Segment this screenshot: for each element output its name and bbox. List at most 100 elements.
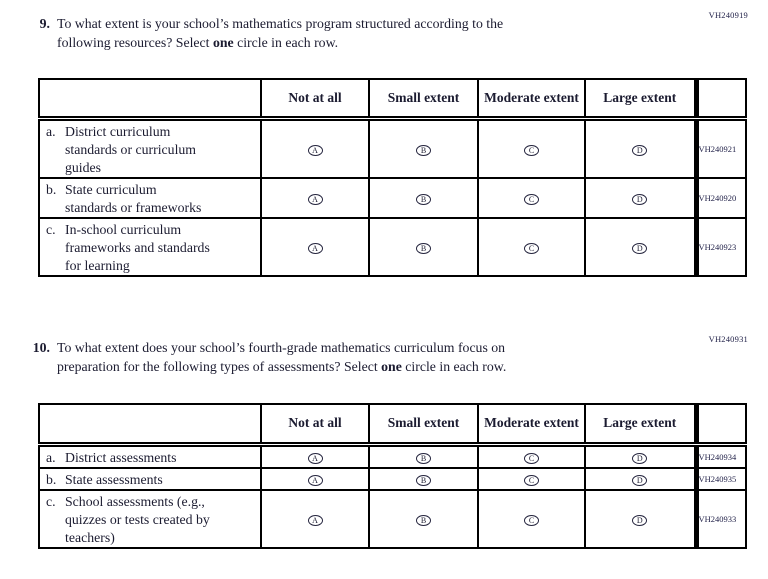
question-10-text-bold: one xyxy=(381,359,402,374)
option-cell-not-at-all: A xyxy=(260,216,370,277)
column-header-large-extent: Large extent xyxy=(584,403,697,447)
option-cell-moderate-extent: C xyxy=(477,176,586,219)
question-9-number: 9. xyxy=(39,16,50,31)
option-cell-moderate-extent: C xyxy=(477,466,586,491)
table-header-row: Not at all Small extent Moderate extent … xyxy=(38,78,747,121)
row-letter: c. xyxy=(46,493,56,509)
response-bubble-b[interactable]: B xyxy=(416,242,431,254)
question-9-text-post: circle in each row. xyxy=(233,35,339,50)
row-item-cell: a. District curriculum standards or curr… xyxy=(38,117,262,179)
column-header-small-extent: Small extent xyxy=(368,78,479,121)
option-cell-not-at-all: A xyxy=(260,117,370,179)
response-bubble-c[interactable]: C xyxy=(524,193,539,205)
column-header-large-extent: Large extent xyxy=(584,78,697,121)
option-cell-large-extent: D xyxy=(584,466,697,491)
response-bubble-a[interactable]: A xyxy=(307,242,323,254)
option-cell-moderate-extent: C xyxy=(477,216,586,277)
response-bubble-b[interactable]: B xyxy=(416,193,431,205)
option-cell-small-extent: B xyxy=(368,466,479,491)
row-letter: a. xyxy=(46,449,56,465)
table-row: b. State assessments A B C D VH240935 xyxy=(38,466,747,491)
row-item-cell: a. District assessments xyxy=(38,443,262,469)
table-row: a. District assessments A B C D VH240934 xyxy=(38,443,747,469)
row-code: VH240921 xyxy=(693,117,747,179)
row-item-cell: b. State assessments xyxy=(38,466,262,491)
response-bubble-a[interactable]: A xyxy=(307,474,323,486)
option-cell-small-extent: B xyxy=(368,488,479,549)
response-bubble-a[interactable]: A xyxy=(307,144,323,156)
item-column-header xyxy=(38,403,262,447)
question-9-text: To what extent is your school’s mathemat… xyxy=(57,16,503,50)
row-code: VH240933 xyxy=(693,488,747,549)
code-column-header xyxy=(693,403,747,447)
option-cell-not-at-all: A xyxy=(260,466,370,491)
option-cell-large-extent: D xyxy=(584,176,697,219)
response-bubble-a[interactable]: A xyxy=(307,193,323,205)
option-cell-small-extent: B xyxy=(368,117,479,179)
question-10-text-pre: To what extent does your school’s fourth… xyxy=(57,340,506,374)
option-cell-moderate-extent: C xyxy=(477,488,586,549)
row-item-cell: c. In-school curriculum frameworks and s… xyxy=(38,216,262,277)
option-cell-moderate-extent: C xyxy=(477,117,586,179)
response-bubble-d[interactable]: D xyxy=(632,452,648,464)
question-9: 9. To what extent is your school’s mathe… xyxy=(40,14,682,52)
table-header-row: Not at all Small extent Moderate extent … xyxy=(38,403,747,447)
question-10-response-table: Not at all Small extent Moderate extent … xyxy=(38,403,747,549)
response-bubble-d[interactable]: D xyxy=(632,474,648,486)
question-10-number: 10. xyxy=(32,340,50,355)
item-column-header xyxy=(38,78,262,121)
question-9-text-bold: one xyxy=(212,35,234,50)
row-letter: b. xyxy=(46,181,57,197)
table-row: b. State curriculum standards or framewo… xyxy=(38,176,747,219)
table-row: c. In-school curriculum frameworks and s… xyxy=(38,216,747,277)
row-text: State curriculum standards or frameworks xyxy=(65,181,202,215)
question-10-text-post: circle in each row. xyxy=(401,359,507,374)
question-10-text: To what extent does your school’s fourth… xyxy=(57,340,506,374)
option-cell-large-extent: D xyxy=(584,443,697,469)
row-text: District assessments xyxy=(65,449,177,465)
response-bubble-d[interactable]: D xyxy=(632,514,648,526)
row-letter: a. xyxy=(46,123,56,139)
response-bubble-b[interactable]: B xyxy=(416,514,431,526)
response-bubble-c[interactable]: C xyxy=(524,452,539,464)
row-text: In-school curriculum frameworks and stan… xyxy=(65,221,210,273)
response-bubble-a[interactable]: A xyxy=(307,452,323,464)
response-bubble-c[interactable]: C xyxy=(524,474,539,486)
column-header-not-at-all: Not at all xyxy=(260,403,370,447)
option-cell-small-extent: B xyxy=(368,176,479,219)
response-bubble-d[interactable]: D xyxy=(632,193,648,205)
response-bubble-c[interactable]: C xyxy=(524,514,539,526)
question-9-text-pre: To what extent is your school’s mathemat… xyxy=(57,16,504,50)
row-text: School assessments (e.g., quizzes or tes… xyxy=(65,493,210,545)
option-cell-large-extent: D xyxy=(584,117,697,179)
column-header-moderate-extent: Moderate extent xyxy=(477,78,586,121)
option-cell-not-at-all: A xyxy=(260,443,370,469)
response-bubble-d[interactable]: D xyxy=(632,242,648,254)
response-bubble-b[interactable]: B xyxy=(416,452,431,464)
option-cell-small-extent: B xyxy=(368,216,479,277)
response-bubble-c[interactable]: C xyxy=(524,144,539,156)
option-cell-moderate-extent: C xyxy=(477,443,586,469)
question-10-tracking-code: VH240931 xyxy=(708,334,748,344)
option-cell-small-extent: B xyxy=(368,443,479,469)
response-bubble-a[interactable]: A xyxy=(307,514,323,526)
row-item-cell: c. School assessments (e.g., quizzes or … xyxy=(38,488,262,549)
response-bubble-b[interactable]: B xyxy=(416,474,431,486)
row-code: VH240923 xyxy=(693,216,747,277)
response-bubble-c[interactable]: C xyxy=(524,242,539,254)
row-code: VH240934 xyxy=(693,443,747,469)
response-bubble-b[interactable]: B xyxy=(416,144,431,156)
column-header-small-extent: Small extent xyxy=(368,403,479,447)
row-code: VH240920 xyxy=(693,176,747,219)
option-cell-not-at-all: A xyxy=(260,176,370,219)
row-code: VH240935 xyxy=(693,466,747,491)
option-cell-large-extent: D xyxy=(584,488,697,549)
table-row: a. District curriculum standards or curr… xyxy=(38,117,747,179)
question-9-response-table: Not at all Small extent Moderate extent … xyxy=(38,78,747,277)
response-bubble-d[interactable]: D xyxy=(632,144,648,156)
option-cell-large-extent: D xyxy=(584,216,697,277)
column-header-not-at-all: Not at all xyxy=(260,78,370,121)
column-header-moderate-extent: Moderate extent xyxy=(477,403,586,447)
question-10: 10. To what extent does your school’s fo… xyxy=(33,338,682,376)
question-9-tracking-code: VH240919 xyxy=(708,10,748,20)
